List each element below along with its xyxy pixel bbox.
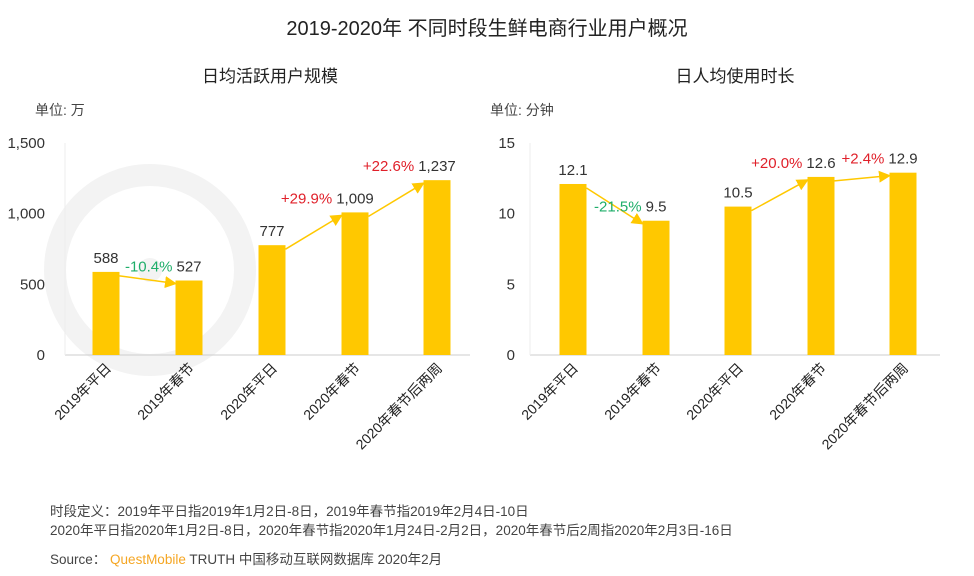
unit-label-left: 单位: 万 — [35, 102, 85, 118]
y-tick-label: 0 — [37, 347, 45, 364]
change-arrow — [751, 179, 809, 212]
change-label: +29.9% — [281, 190, 332, 207]
value-label: 9.5 — [646, 199, 667, 216]
watermark-ring — [44, 164, 256, 376]
chart-title-left: 日均活跃用户规模 — [202, 67, 338, 86]
bar — [889, 172, 917, 355]
x-tick-label: 2020年春节 — [766, 360, 829, 423]
x-tick-label: 2019年平日 — [518, 360, 581, 423]
y-tick-label: 1,000 — [7, 206, 45, 223]
note-line-1: 时段定义：2019年平日指2019年1月2日-8日，2019年春节指2019年2… — [50, 504, 529, 519]
x-tick-label: 2020年春节 — [300, 360, 363, 423]
value-label: 1,009 — [336, 190, 374, 207]
change-label: +20.0% — [751, 155, 802, 172]
change-arrow — [285, 214, 343, 250]
value-label: 588 — [93, 250, 118, 267]
x-tick-label: 2020年平日 — [683, 360, 746, 423]
source-rest: TRUTH 中国移动互联网数据库 2020年2月 — [189, 552, 443, 567]
y-tick-label: 5 — [507, 276, 515, 293]
x-tick-label: 2019年平日 — [51, 360, 114, 423]
bar — [559, 183, 587, 355]
chart-title-right: 日人均使用时长 — [675, 67, 795, 86]
y-tick-label: 1,500 — [7, 135, 45, 152]
y-tick-label: 500 — [20, 276, 45, 293]
value-label: 10.5 — [723, 185, 752, 202]
x-tick-label: 2019年春节 — [601, 360, 664, 423]
y-tick-label: 0 — [507, 347, 515, 364]
x-tick-label: 2020年平日 — [217, 360, 280, 423]
source-label: Source： — [50, 552, 107, 567]
bar — [423, 180, 451, 355]
change-label: +22.6% — [363, 158, 414, 175]
unit-label-right: 单位: 分钟 — [490, 102, 554, 118]
bar — [92, 271, 120, 355]
watermark-dot — [138, 258, 162, 282]
y-tick-label: 10 — [498, 206, 515, 223]
x-tick-label: 2020年春节后两周 — [818, 360, 911, 453]
value-label: 12.9 — [888, 151, 917, 168]
page-title: 2019-2020年 不同时段生鲜电商行业用户概况 — [286, 18, 688, 40]
source-line: Source： QuestMobile TRUTH 中国移动互联网数据库 202… — [50, 548, 442, 568]
change-label: -21.5% — [594, 199, 642, 216]
change-arrow — [119, 275, 177, 289]
value-label: 1,237 — [418, 158, 456, 175]
change-arrow — [368, 182, 425, 218]
bar — [807, 176, 835, 355]
value-label: 777 — [259, 223, 284, 240]
change-label: +2.4% — [841, 151, 884, 168]
change-arrow — [586, 187, 644, 225]
bar — [258, 245, 286, 355]
bar — [642, 220, 670, 355]
source-brand: QuestMobile — [110, 552, 186, 567]
value-label: 527 — [176, 259, 201, 276]
bar — [341, 212, 369, 355]
x-tick-label: 2020年春节后两周 — [352, 360, 445, 453]
change-label: -10.4% — [125, 259, 173, 276]
bar — [724, 206, 752, 355]
x-tick-label: 2019年春节 — [134, 360, 197, 423]
note-line-2: 2020年平日指2020年1月2日-8日，2020年春节指2020年1月24日-… — [50, 523, 733, 538]
value-label: 12.6 — [806, 155, 835, 172]
y-tick-label: 15 — [498, 135, 515, 152]
bar — [175, 280, 203, 355]
change-arrow — [834, 170, 891, 183]
value-label: 12.1 — [558, 162, 587, 179]
